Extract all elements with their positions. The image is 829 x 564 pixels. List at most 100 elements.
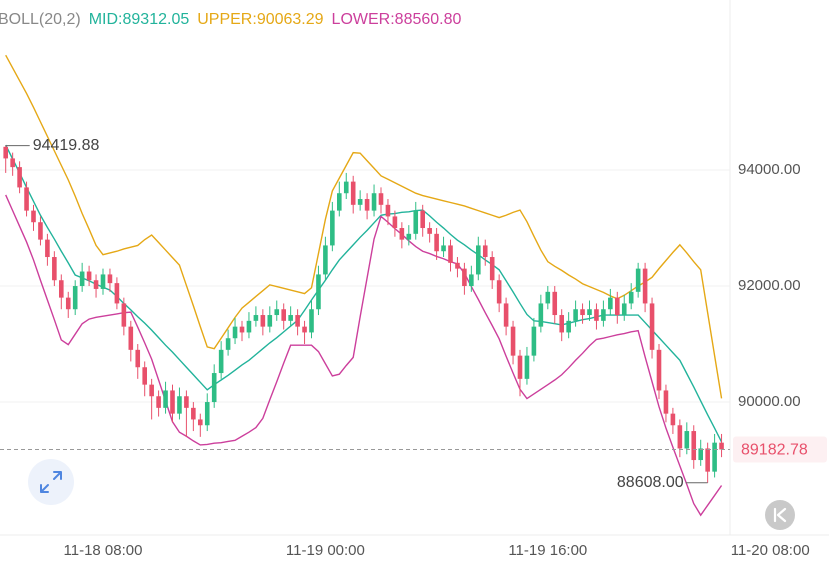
scroll-icon[interactable] bbox=[773, 507, 787, 523]
candle-body bbox=[594, 309, 599, 321]
candle-body bbox=[302, 326, 307, 333]
candle-body bbox=[121, 303, 127, 327]
candle-body bbox=[170, 390, 175, 414]
y-tick-label: 92000.00 bbox=[738, 277, 801, 294]
candle-body bbox=[615, 297, 620, 316]
candle-body bbox=[684, 431, 690, 449]
candle-body bbox=[538, 303, 544, 327]
candle-body bbox=[295, 315, 300, 327]
candle-body bbox=[469, 274, 474, 287]
expand-icon[interactable] bbox=[40, 471, 62, 493]
candle-body bbox=[239, 326, 245, 333]
candle-body bbox=[72, 286, 78, 310]
candle-body bbox=[601, 309, 606, 321]
candle-body bbox=[642, 268, 648, 304]
candle-body bbox=[31, 210, 36, 223]
candle-body bbox=[670, 413, 676, 426]
candle-body bbox=[211, 373, 217, 403]
candle-body bbox=[455, 262, 460, 269]
candle-body bbox=[17, 167, 22, 188]
legend-value: 89312.05 bbox=[123, 11, 190, 28]
candle-body bbox=[573, 309, 578, 321]
candles-layer bbox=[3, 145, 724, 483]
candle-body bbox=[38, 222, 43, 240]
candle-body bbox=[719, 442, 724, 450]
candle-body bbox=[552, 291, 558, 316]
expand-button[interactable] bbox=[28, 459, 74, 505]
candle-body bbox=[496, 280, 502, 304]
candle-body bbox=[663, 390, 669, 414]
candle-body bbox=[149, 384, 154, 397]
candle-body bbox=[559, 315, 564, 333]
candle-body bbox=[274, 309, 280, 316]
scroll-button-bg[interactable] bbox=[765, 500, 795, 530]
candle-body bbox=[337, 193, 342, 211]
candle-body bbox=[232, 326, 238, 339]
x-tick-label: 11-19 00:00 bbox=[286, 542, 365, 559]
candle-body bbox=[79, 271, 85, 287]
candle-body bbox=[503, 303, 509, 327]
candle-body bbox=[489, 257, 495, 281]
legend-name: LOWER: bbox=[332, 11, 395, 28]
candle-body bbox=[705, 448, 710, 472]
candle-body bbox=[156, 396, 161, 408]
candle-body bbox=[309, 309, 314, 333]
candle-body bbox=[191, 407, 196, 420]
candle-body bbox=[184, 396, 189, 408]
x-tick-label: 11-18 08:00 bbox=[64, 542, 143, 559]
candle-body bbox=[3, 146, 8, 159]
candle-body bbox=[163, 390, 168, 408]
candle-body bbox=[135, 349, 141, 368]
legend-name: MID: bbox=[89, 11, 123, 28]
candle-body bbox=[580, 309, 585, 316]
candle-body bbox=[608, 297, 613, 310]
candle-body bbox=[59, 280, 64, 298]
bands-layer bbox=[5, 54, 723, 517]
candle-body bbox=[225, 338, 231, 350]
candle-body bbox=[476, 245, 481, 275]
scroll-to-latest-button[interactable] bbox=[765, 500, 795, 530]
candle-body bbox=[691, 431, 697, 461]
candle-body bbox=[649, 303, 655, 350]
candle-body bbox=[427, 228, 432, 234]
candle-body bbox=[107, 274, 113, 284]
candle-body bbox=[24, 187, 29, 211]
candle-body bbox=[100, 274, 106, 289]
candle-body bbox=[517, 355, 523, 379]
min-marker-label: 88608.00 bbox=[617, 474, 684, 491]
candle-body bbox=[364, 199, 370, 211]
candle-body bbox=[531, 326, 537, 356]
candle-body bbox=[587, 309, 592, 316]
x-tick-label: 11-20 08:00 bbox=[731, 542, 810, 559]
max-marker-label: 94419.88 bbox=[33, 137, 100, 154]
candle-body bbox=[448, 245, 453, 263]
candle-body bbox=[441, 245, 446, 252]
candle-body bbox=[204, 402, 210, 426]
band-line bbox=[5, 194, 723, 517]
candle-body bbox=[378, 193, 384, 205]
labels-layer: 90000.00 92000.00 94000.00 11-18 08:00 11-19… bbox=[0, 137, 827, 559]
candle-body bbox=[712, 442, 717, 472]
candle-body bbox=[93, 280, 99, 289]
candle-body bbox=[524, 355, 530, 379]
legend-value: 88560.80 bbox=[395, 11, 462, 28]
candle-body bbox=[65, 297, 71, 310]
candle-body bbox=[86, 271, 92, 281]
expand-button-bg[interactable] bbox=[28, 459, 74, 505]
candle-body bbox=[260, 315, 266, 327]
candle-body bbox=[177, 396, 182, 414]
candle-body bbox=[399, 228, 405, 240]
legend-indicator: BOLL(20,2) bbox=[0, 11, 81, 28]
legend-value: 90063.29 bbox=[257, 11, 324, 28]
candle-body bbox=[677, 425, 683, 449]
candle-body bbox=[323, 245, 328, 275]
legend-name: UPPER: bbox=[197, 11, 257, 28]
candle-body bbox=[371, 193, 377, 211]
candle-body bbox=[462, 268, 467, 287]
candle-body bbox=[566, 320, 571, 333]
candle-body bbox=[510, 326, 516, 356]
candle-body bbox=[392, 216, 398, 229]
candle-body bbox=[142, 367, 147, 385]
candle-body bbox=[288, 315, 293, 321]
